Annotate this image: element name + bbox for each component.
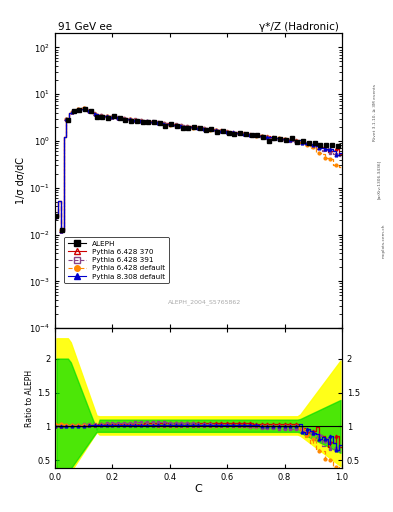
Text: ALEPH_2004_S5765862: ALEPH_2004_S5765862 [167, 299, 241, 305]
Legend: ALEPH, Pythia 6.428 370, Pythia 6.428 391, Pythia 6.428 default, Pythia 8.308 de: ALEPH, Pythia 6.428 370, Pythia 6.428 39… [64, 237, 169, 283]
X-axis label: C: C [195, 484, 202, 494]
Text: γ*/Z (Hadronic): γ*/Z (Hadronic) [259, 22, 339, 32]
Y-axis label: 1/σ dσ/dC: 1/σ dσ/dC [16, 157, 26, 204]
Text: mcplots.cern.ch: mcplots.cern.ch [381, 223, 385, 258]
Text: Rivet 3.1.10, ≥ 3M events: Rivet 3.1.10, ≥ 3M events [373, 84, 377, 141]
Text: [arXiv:1306.3436]: [arXiv:1306.3436] [377, 160, 381, 199]
Text: 91 GeV ee: 91 GeV ee [58, 22, 112, 32]
Y-axis label: Ratio to ALEPH: Ratio to ALEPH [25, 370, 34, 427]
